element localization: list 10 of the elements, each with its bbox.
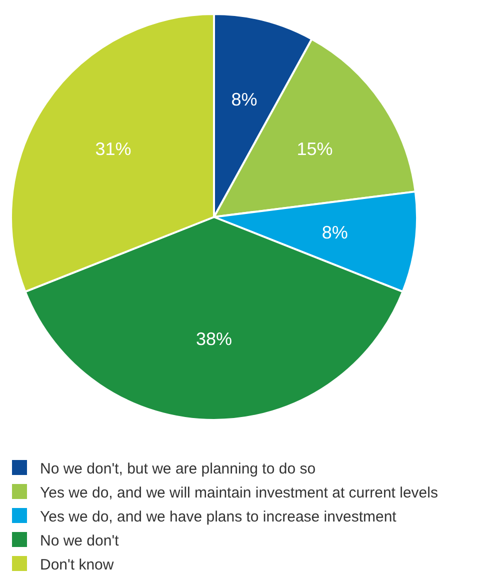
legend-label: No we don't, but we are planning to do so xyxy=(40,460,316,478)
data-label: 8% xyxy=(231,89,258,110)
legend-label: Yes we do, and we have plans to increase investment xyxy=(40,508,398,526)
data-label: 15% xyxy=(296,138,333,159)
data-label: 38% xyxy=(196,329,232,350)
legend-label: No we don't xyxy=(40,532,120,550)
legend-label: Don't know xyxy=(40,556,114,574)
legend-label: Yes we do, and we will maintain investment at current levels xyxy=(40,484,438,502)
data-label: 8% xyxy=(322,222,348,243)
data-label: 31% xyxy=(95,138,132,159)
